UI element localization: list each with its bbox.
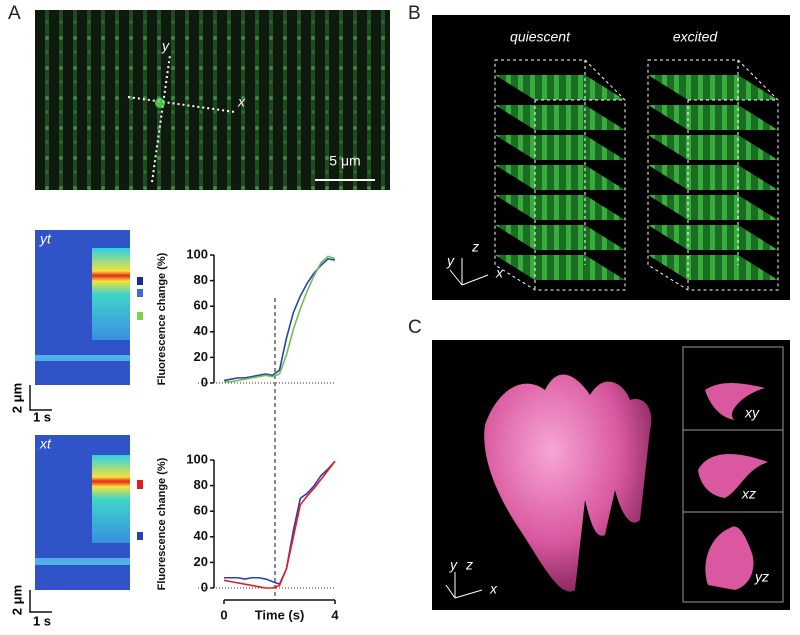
y-tick-label: 60 <box>194 298 208 313</box>
image-plane <box>648 135 778 160</box>
state-label: quiescent <box>510 29 571 45</box>
spark <box>155 98 165 108</box>
stack-outline <box>494 59 626 291</box>
state-label: excited <box>673 29 719 45</box>
view-label: xz <box>741 486 756 502</box>
panel-label: B <box>408 3 421 24</box>
axis-label: y <box>449 557 458 573</box>
view-xz <box>698 453 768 498</box>
y-tick-label: 60 <box>194 503 208 518</box>
scan-line <box>151 54 171 183</box>
scale-label: 5 μm <box>329 153 360 169</box>
y-tick-label: 20 <box>194 554 208 569</box>
view-yz <box>705 526 754 590</box>
axis-label: x <box>237 94 246 110</box>
image-plane <box>495 195 625 220</box>
image-plane <box>495 75 625 100</box>
x-axis-label: Time (s) <box>255 607 305 622</box>
image-plane <box>495 225 625 250</box>
axis-label: z <box>471 239 479 255</box>
panel-label: A <box>8 3 21 24</box>
view-xy <box>705 383 765 420</box>
kymograph: xt 2 μm 1 s <box>9 435 143 628</box>
axis-label: y <box>446 253 455 269</box>
image-plane <box>495 165 625 190</box>
y-tick-label: 40 <box>194 528 208 543</box>
x-tick-label: 4 <box>331 607 339 622</box>
view-label: yz <box>754 569 769 585</box>
scale-label: 2 μm <box>9 585 24 615</box>
x-tick-label: 0 <box>220 607 227 622</box>
y-axis-label: Fluorescence change (%) <box>156 457 168 590</box>
y-tick-label: 80 <box>194 272 208 287</box>
series-line <box>224 255 336 383</box>
spark-surface <box>484 374 652 592</box>
kymo-label: xt <box>39 436 52 452</box>
image-plane <box>648 165 778 190</box>
image-plane <box>648 195 778 220</box>
image-plane <box>495 105 625 130</box>
kymograph: yt 2 μm 1 s <box>9 230 143 424</box>
image-plane <box>648 225 778 250</box>
y-tick-label: 40 <box>194 323 208 338</box>
series-line <box>224 460 336 586</box>
scale-label: 1 s <box>33 613 51 628</box>
axis-label: x <box>489 581 498 597</box>
scan-line <box>127 96 236 113</box>
y-tick-label: 0 <box>201 579 208 594</box>
axes-icon <box>449 258 489 286</box>
image-plane <box>648 75 778 100</box>
image-plane <box>495 135 625 160</box>
stacks <box>494 59 779 291</box>
axes-icon <box>445 572 483 599</box>
scale-label: 2 μm <box>9 383 24 413</box>
stack-outline <box>647 59 779 291</box>
y-tick-label: 20 <box>194 349 208 364</box>
y-tick-label: 100 <box>186 246 208 261</box>
image-plane <box>648 255 778 280</box>
image-plane <box>648 105 778 130</box>
series-line <box>223 460 336 589</box>
y-tick-label: 100 <box>186 451 208 466</box>
scale-label: 1 s <box>33 409 51 424</box>
y-tick-label: 0 <box>201 374 208 389</box>
view-label: xy <box>744 405 760 421</box>
y-axis-label: Fluorescence change (%) <box>156 252 168 385</box>
panel-label: C <box>408 317 422 338</box>
image-plane <box>495 255 625 280</box>
inset-frames <box>682 346 784 603</box>
kymo-label: yt <box>39 231 52 247</box>
axis-label: y <box>161 38 170 54</box>
axis-label: z <box>465 557 473 573</box>
y-tick-label: 80 <box>194 477 208 492</box>
axis-label: x <box>495 265 504 281</box>
series-line <box>223 257 336 382</box>
micrograph <box>35 10 390 190</box>
